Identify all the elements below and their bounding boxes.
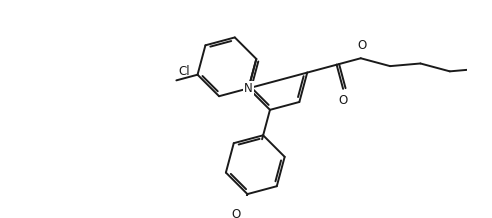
Text: O: O — [338, 94, 348, 107]
Text: O: O — [231, 208, 241, 218]
Text: O: O — [358, 39, 367, 52]
Text: Cl: Cl — [178, 65, 190, 78]
Text: N: N — [244, 82, 253, 95]
